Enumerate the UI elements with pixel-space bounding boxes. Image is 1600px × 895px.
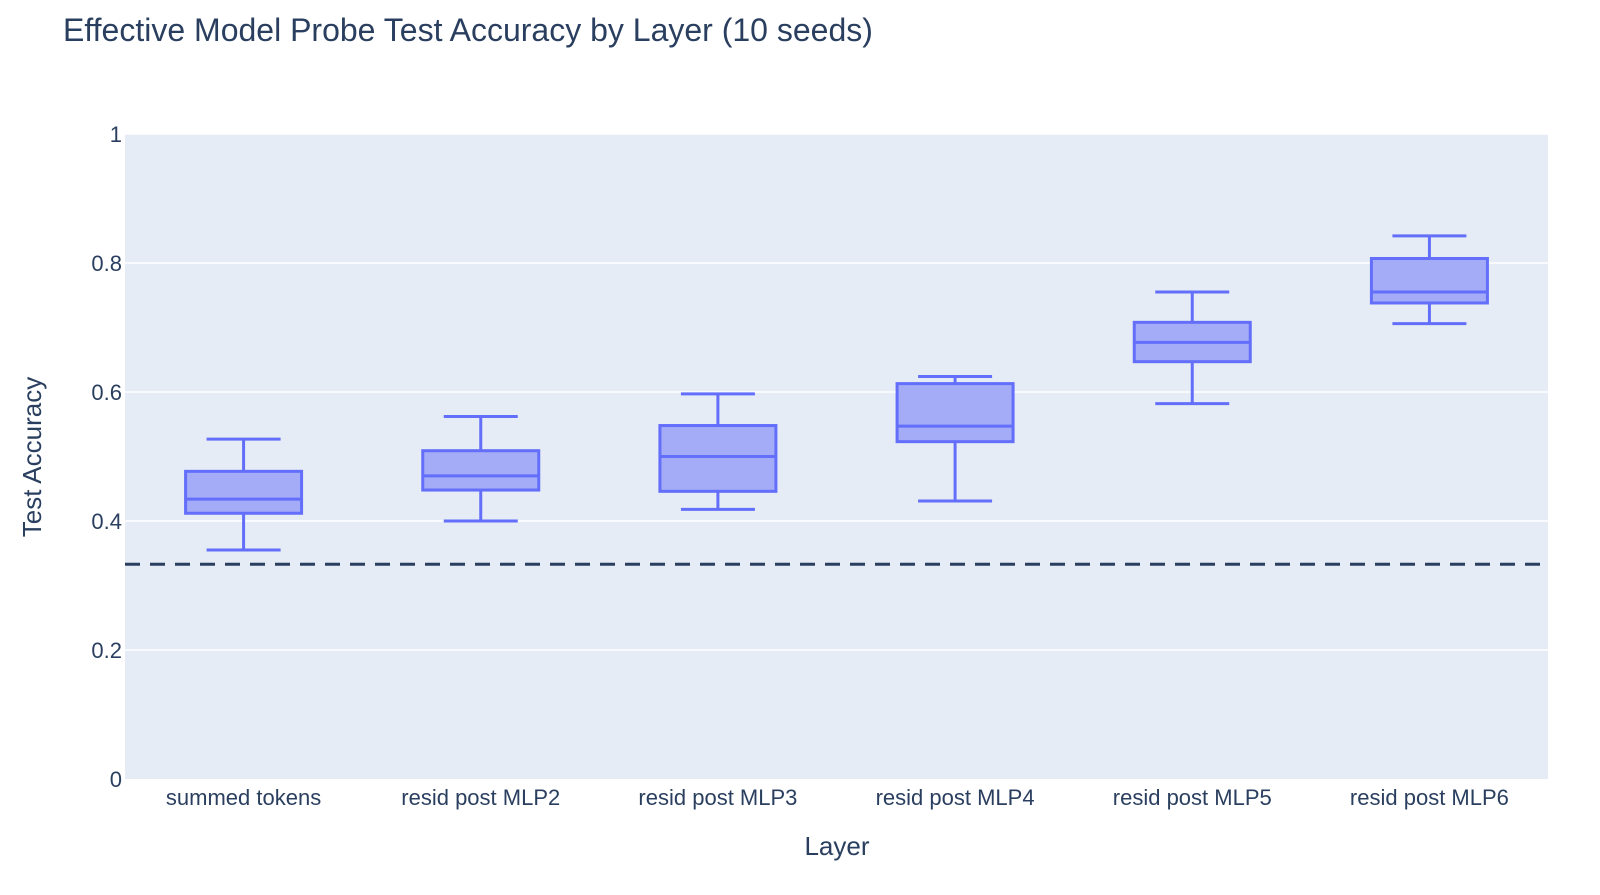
y-tick-label: 0.4 [91, 509, 122, 534]
y-axis-label: Test Accuracy [17, 377, 47, 537]
x-tick-label: resid post MLP4 [876, 785, 1035, 810]
y-tick-label: 1 [110, 122, 122, 147]
box-iqr [184, 469, 304, 515]
box-5 [1132, 290, 1252, 406]
box-iqr [658, 424, 778, 493]
box-4 [895, 375, 1015, 503]
y-tick-label: 0.2 [91, 638, 122, 663]
x-tick-label: resid post MLP5 [1113, 785, 1272, 810]
x-tick-label: resid post MLP3 [638, 785, 797, 810]
box-iqr [421, 449, 541, 492]
box-iqr [1369, 256, 1489, 305]
x-axis-label: Layer [804, 831, 869, 861]
box-2 [421, 415, 541, 523]
x-axis-ticks: summed tokens resid post MLP2 resid post M… [166, 785, 1509, 810]
x-tick-label: resid post MLP2 [401, 785, 560, 810]
y-tick-label: 0.8 [91, 251, 122, 276]
plot-area [125, 134, 1548, 779]
box-series [184, 234, 1489, 552]
y-axis-ticks: 0 0.2 0.4 0.6 0.8 1 [91, 122, 122, 792]
chart-title: Effective Model Probe Test Accuracy by L… [63, 12, 873, 48]
box-3 [658, 392, 778, 511]
box-1 [184, 437, 304, 552]
y-tick-label: 0.6 [91, 380, 122, 405]
x-tick-label: summed tokens [166, 785, 321, 810]
x-tick-label: resid post MLP6 [1350, 785, 1509, 810]
y-tick-label: 0 [110, 767, 122, 792]
box-iqr [895, 382, 1015, 444]
grid-lines [125, 133, 1548, 651]
box-6 [1369, 234, 1489, 326]
